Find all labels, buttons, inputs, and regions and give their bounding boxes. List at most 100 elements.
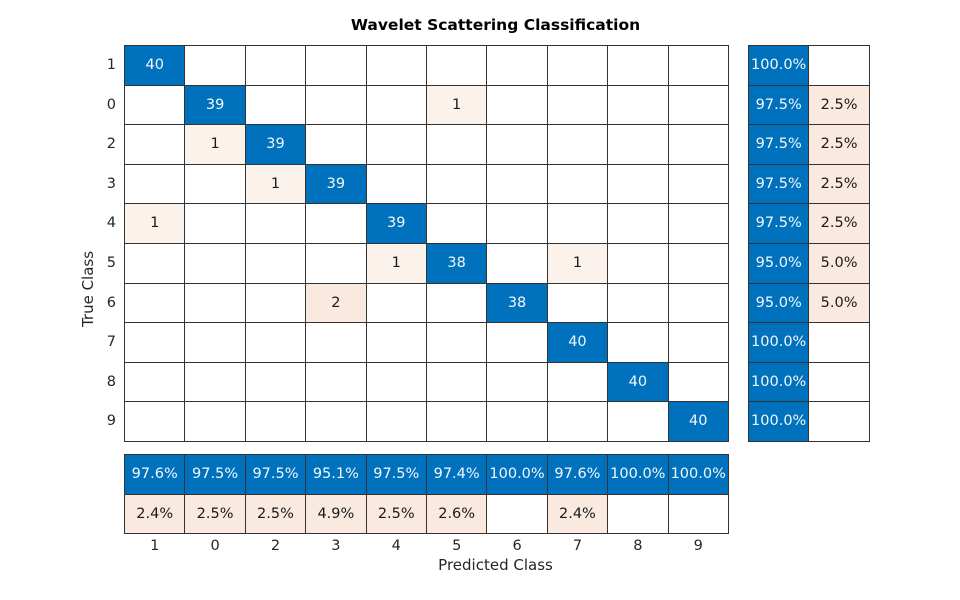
matrix-cell-true-2-pred-7 xyxy=(547,125,608,164)
matrix-cell-true-4-pred-7 xyxy=(547,204,608,243)
row-summary-correct-2: 97.5% xyxy=(749,125,809,164)
matrix-cell-true-7-pred-9 xyxy=(668,323,728,362)
row-summary-correct-8: 100.0% xyxy=(749,362,809,402)
x-tick-7: 7 xyxy=(572,538,583,554)
col-summary-correct-9: 100.0% xyxy=(668,455,728,494)
x-tick-1: 1 xyxy=(150,538,160,554)
y-tick-3: 3 xyxy=(106,175,116,192)
row-summary-grid: 100.0% 97.5% 2.5% 97.5% 2.5% 97.5% 2.5% 97.5% 2.… xyxy=(748,45,870,442)
matrix-cell-true-0-pred-7 xyxy=(547,85,608,125)
matrix-cell-true-6-pred-2 xyxy=(245,283,306,323)
row-summary-incorrect-9 xyxy=(809,402,869,441)
matrix-cell-true-3-pred-6 xyxy=(487,164,547,204)
col-summary-correct-2: 97.5% xyxy=(245,455,306,494)
matrix-cell-true-8-pred-2 xyxy=(245,362,306,402)
matrix-cell-true-7-pred-1 xyxy=(125,323,185,362)
matrix-cell-true-3-pred-5 xyxy=(426,164,487,204)
matrix-cell-true-0-pred-0: 39 xyxy=(185,85,245,125)
x-tick-0: 0 xyxy=(210,538,220,554)
col-summary-correct-3: 95.1% xyxy=(306,455,366,494)
matrix-cell-true-4-pred-8 xyxy=(608,204,668,243)
matrix-cell-true-6-pred-8 xyxy=(608,283,668,323)
col-summary-incorrect-8 xyxy=(608,494,668,534)
matrix-cell-true-5-pred-6 xyxy=(487,243,547,283)
matrix-cell-true-0-pred-5: 1 xyxy=(426,85,487,125)
matrix-cell-true-2-pred-0: 1 xyxy=(185,125,245,164)
matrix-cell-true-1-pred-9 xyxy=(668,46,728,85)
matrix-cell-true-8-pred-3 xyxy=(306,362,366,402)
matrix-cell-true-6-pred-5 xyxy=(426,283,487,323)
row-summary-correct-7: 100.0% xyxy=(749,323,809,362)
matrix-cell-true-5-pred-7: 1 xyxy=(547,243,608,283)
x-tick-6: 6 xyxy=(512,538,522,554)
matrix-cell-true-0-pred-8 xyxy=(608,85,668,125)
matrix-cell-true-4-pred-2 xyxy=(245,204,306,243)
row-summary-correct-3: 97.5% xyxy=(749,164,809,204)
y-tick-5: 5 xyxy=(106,255,116,271)
matrix-cell-true-0-pred-3 xyxy=(306,85,366,125)
matrix-cell-true-3-pred-4 xyxy=(366,164,426,204)
y-tick-2: 2 xyxy=(106,136,116,153)
matrix-cell-true-8-pred-4 xyxy=(366,362,426,402)
row-summary-incorrect-5: 5.0% xyxy=(809,243,869,283)
matrix-cell-true-9-pred-8 xyxy=(608,402,668,441)
col-summary-correct-5: 97.4% xyxy=(426,455,487,494)
matrix-cell-true-5-pred-3 xyxy=(306,243,366,283)
matrix-cell-true-4-pred-9 xyxy=(668,204,728,243)
matrix-cell-true-8-pred-5 xyxy=(426,362,487,402)
matrix-cell-true-1-pred-6 xyxy=(487,46,547,85)
matrix-cell-true-7-pred-6 xyxy=(487,323,547,362)
matrix-cell-true-2-pred-4 xyxy=(366,125,426,164)
matrix-cell-true-1-pred-5 xyxy=(426,46,487,85)
matrix-cell-true-9-pred-0 xyxy=(185,402,245,441)
matrix-cell-true-8-pred-8: 40 xyxy=(608,362,668,402)
col-summary-incorrect-0: 2.5% xyxy=(185,494,245,534)
matrix-cell-true-0-pred-6 xyxy=(487,85,547,125)
matrix-cell-true-9-pred-5 xyxy=(426,402,487,441)
matrix-cell-true-0-pred-1 xyxy=(125,85,185,125)
matrix-cell-true-9-pred-9: 40 xyxy=(668,402,728,441)
matrix-cell-true-6-pred-6: 38 xyxy=(487,283,547,323)
matrix-cell-true-7-pred-5 xyxy=(426,323,487,362)
row-summary-correct-6: 95.0% xyxy=(749,283,809,323)
col-summary-correct-0: 97.5% xyxy=(185,455,245,494)
matrix-cell-true-1-pred-7 xyxy=(547,46,608,85)
x-tick-3: 3 xyxy=(331,538,341,554)
x-tick-8: 8 xyxy=(633,538,643,554)
matrix-cell-true-4-pred-0 xyxy=(185,204,245,243)
matrix-cell-true-5-pred-2 xyxy=(245,243,306,283)
column-summary-grid: 97.6% 97.5% 97.5% 95.1% 97.5% 97.4% 100.0% 97.6… xyxy=(124,454,729,535)
matrix-cell-true-5-pred-5: 38 xyxy=(426,243,487,283)
matrix-cell-true-2-pred-3 xyxy=(306,125,366,164)
matrix-cell-true-2-pred-5 xyxy=(426,125,487,164)
matrix-cell-true-1-pred-0 xyxy=(185,46,245,85)
matrix-cell-true-9-pred-3 xyxy=(306,402,366,441)
matrix-cell-true-4-pred-3 xyxy=(306,204,366,243)
matrix-cell-true-3-pred-7 xyxy=(547,164,608,204)
x-tick-9: 9 xyxy=(693,538,703,554)
row-summary-incorrect-7 xyxy=(809,323,869,362)
row-summary-correct-0: 97.5% xyxy=(749,85,809,125)
matrix-cell-true-7-pred-0 xyxy=(185,323,245,362)
matrix-cell-true-2-pred-8 xyxy=(608,125,668,164)
matrix-cell-true-9-pred-4 xyxy=(366,402,426,441)
matrix-cell-true-6-pred-0 xyxy=(185,283,245,323)
matrix-cell-true-0-pred-2 xyxy=(245,85,306,125)
col-summary-incorrect-2: 2.5% xyxy=(245,494,306,534)
chart-title: Wavelet Scattering Classification xyxy=(350,16,641,34)
col-summary-incorrect-5: 2.6% xyxy=(426,494,487,534)
y-tick-6: 6 xyxy=(106,294,116,311)
matrix-cell-true-6-pred-9 xyxy=(668,283,728,323)
x-tick-2: 2 xyxy=(270,538,281,554)
col-summary-correct-7: 97.6% xyxy=(547,455,608,494)
matrix-cell-true-4-pred-1: 1 xyxy=(125,204,185,243)
y-tick-1: 1 xyxy=(106,57,116,73)
y-tick-8: 8 xyxy=(106,373,116,390)
y-tick-9: 9 xyxy=(106,413,116,430)
matrix-cell-true-9-pred-7 xyxy=(547,402,608,441)
matrix-cell-true-8-pred-0 xyxy=(185,362,245,402)
matrix-cell-true-3-pred-0 xyxy=(185,164,245,204)
matrix-cell-true-6-pred-7 xyxy=(547,283,608,323)
matrix-cell-true-4-pred-4: 39 xyxy=(366,204,426,243)
